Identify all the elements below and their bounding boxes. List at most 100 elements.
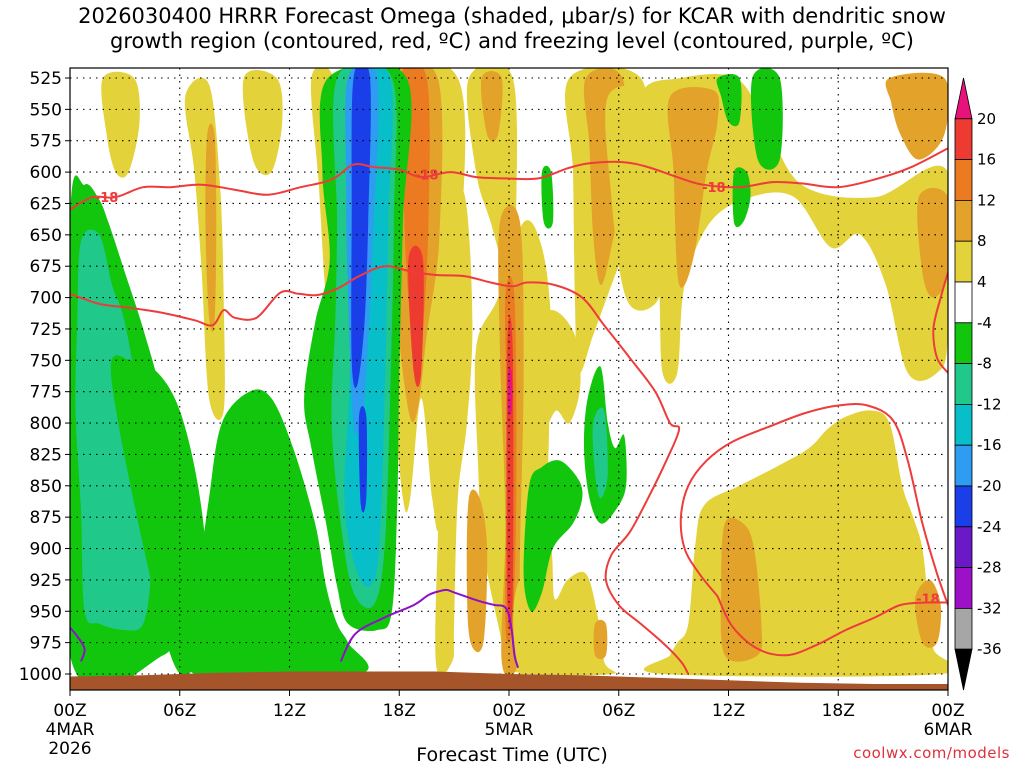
x-tick-date: 4MAR [46, 720, 95, 740]
chart-title: 2026030400 HRRR Forecast Omega (shaded, … [0, 4, 1024, 54]
y-tick-label: 850 [30, 477, 62, 497]
ground-fill [70, 671, 948, 690]
x-tick-label: 00Z [931, 701, 964, 721]
omega-region-g4 [541, 165, 554, 229]
colorbar-swatch [954, 526, 973, 568]
colorbar: 20 16 12 8 4 -4 -8 -12 -16 -20 -24 -28 -32 -36 [954, 77, 1002, 691]
dendritic-contour [932, 272, 948, 374]
omega-region-y4 [101, 71, 140, 178]
omega-region-y4 [530, 309, 581, 427]
x-tick-label: 06Z [163, 701, 196, 721]
x-tick-year: 2026 [48, 739, 91, 759]
source-credit: coolwx.com/models [853, 744, 1010, 762]
contour-label: -18 [702, 181, 726, 196]
colorbar-swatch [954, 403, 973, 446]
omega-region-g4 [732, 167, 751, 228]
y-tick-label: 700 [30, 289, 62, 309]
x-tick-label: 18Z [822, 701, 855, 721]
omega-region-b20 [351, 68, 371, 388]
colorbar-swatch [954, 648, 973, 691]
y-tick-label: 575 [30, 132, 62, 152]
colorbar-label: -8 [977, 355, 992, 373]
omega-region-g4 [110, 355, 208, 677]
colorbar-swatch [954, 444, 973, 487]
colorbar-swatch [954, 159, 973, 201]
dendritic-contour [70, 147, 948, 211]
colorbar-label: -16 [977, 436, 1002, 454]
y-tick-label: 1000 [19, 665, 62, 685]
omega-region-y8 [667, 86, 720, 288]
omega-region-y4 [435, 179, 473, 676]
omega-region-m20 [507, 368, 513, 416]
omega-region-y8 [466, 489, 488, 653]
x-tick-date: 5MAR [485, 720, 534, 740]
x-axis-title: Forecast Time (UTC) [416, 744, 608, 766]
y-tick-label: 800 [30, 414, 62, 434]
dendritic-contour [70, 265, 690, 675]
chart-title-line-2: growth region (contoured, red, ºC) and f… [110, 29, 914, 53]
colorbar-label: -32 [977, 599, 1002, 617]
y-tick-label: 925 [30, 571, 62, 591]
y-tick-label: 600 [30, 163, 62, 183]
contour-label: -18 [95, 191, 119, 206]
x-tick-label: 12Z [712, 701, 745, 721]
y-axis-ticks: 525 550 575 600 625 650 675 700 725 750 775 800 825 8… [19, 69, 70, 685]
contour-lines: -18 -18 -18 -18 [70, 147, 948, 675]
x-tick-label: 06Z [602, 701, 635, 721]
omega-region-y8 [480, 70, 503, 142]
x-tick-label: 18Z [383, 701, 416, 721]
colorbar-swatch [954, 240, 973, 283]
colorbar-label: 16 [977, 151, 996, 169]
omega-region-y8 [593, 619, 608, 660]
chart-title-line-1: 2026030400 HRRR Forecast Omega (shaded, … [78, 4, 946, 28]
colorbar-label: -4 [977, 314, 992, 332]
freezing-contour [70, 626, 86, 662]
y-tick-label: 900 [30, 540, 62, 560]
x-tick-label: 12Z [273, 701, 306, 721]
y-tick-label: 725 [30, 320, 62, 340]
contour-label: -18 [415, 169, 439, 184]
omega-region-y8 [917, 187, 948, 298]
omega-region-y8 [205, 123, 217, 333]
ground-surface [70, 671, 948, 690]
colorbar-label: -36 [977, 640, 1002, 658]
y-tick-label: 650 [30, 226, 62, 246]
colorbar-label: 8 [977, 232, 987, 250]
y-tick-label: 775 [30, 383, 62, 403]
y-tick-label: 675 [30, 257, 62, 277]
colorbar-swatch [954, 608, 973, 650]
colorbar-swatch [954, 281, 973, 324]
contour-label: -18 [916, 593, 940, 608]
y-tick-label: 825 [30, 445, 62, 465]
dendritic-contour [679, 403, 948, 606]
colorbar-swatch [954, 363, 973, 405]
y-tick-label: 625 [30, 194, 62, 214]
omega-region-y4 [242, 69, 283, 176]
omega-region-y8 [885, 72, 948, 160]
colorbar-label: -28 [977, 559, 1002, 577]
colorbar-label: -24 [977, 518, 1002, 536]
y-tick-label: 950 [30, 602, 62, 622]
colorbar-swatch [954, 567, 973, 609]
y-tick-label: 750 [30, 351, 62, 371]
omega-region-g8 [75, 229, 151, 631]
omega-region-g4 [750, 68, 783, 170]
x-tick-label: 00Z [53, 701, 86, 721]
omega-region-b20 [358, 406, 368, 513]
colorbar-swatch [954, 485, 973, 528]
colorbar-swatch [954, 77, 973, 120]
colorbar-swatch [954, 322, 973, 364]
omega-region-y8 [914, 579, 942, 648]
y-tick-label: 550 [30, 100, 62, 120]
colorbar-swatch [954, 118, 973, 161]
omega-region-r16 [408, 245, 424, 387]
omega-shading [70, 68, 948, 689]
x-tick-date: 6MAR [924, 720, 973, 740]
omega-region-y4 [184, 77, 225, 420]
omega-region-r16 [506, 316, 514, 631]
colorbar-label: -12 [977, 395, 1002, 413]
omega-region-y4 [644, 410, 948, 677]
colorbar-swatch [954, 199, 973, 242]
omega-region-y4 [639, 73, 948, 384]
